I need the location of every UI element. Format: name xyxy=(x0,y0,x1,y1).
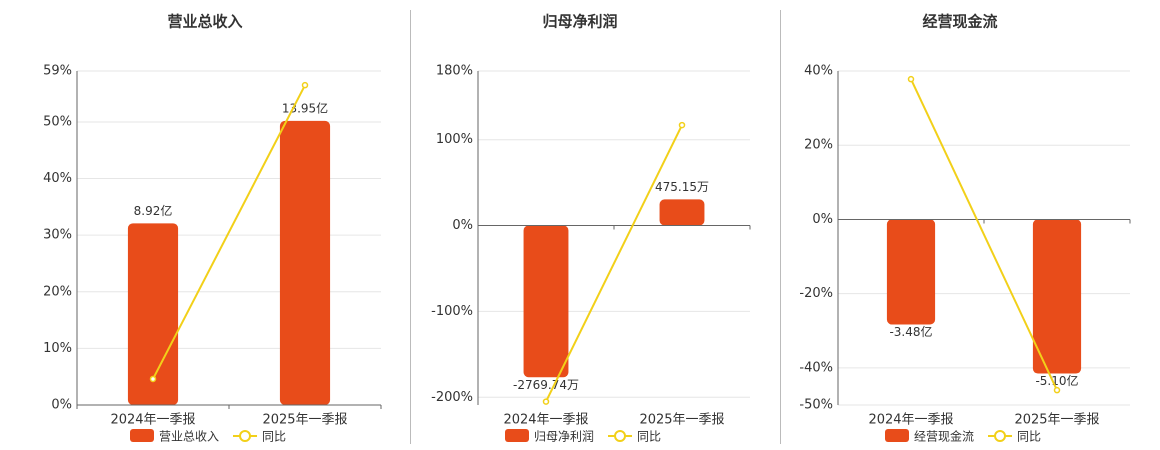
x-tick-label: 2024年一季报 xyxy=(503,413,588,428)
value-label: -3.48亿 xyxy=(889,324,932,339)
value-label: -5.10亿 xyxy=(1035,373,1078,388)
bar xyxy=(279,120,331,406)
y-tick-label: 20% xyxy=(804,138,833,153)
y-tick-label: 30% xyxy=(43,228,72,243)
x-tick-label: 2025年一季报 xyxy=(639,413,724,428)
legend-swatch xyxy=(614,430,627,442)
bar xyxy=(886,219,936,325)
legend-label: 同比 xyxy=(262,430,286,444)
y-tick-label: -20% xyxy=(799,286,833,301)
y-tick-label: 40% xyxy=(804,64,833,79)
bar xyxy=(127,223,179,405)
y-tick-label: 100% xyxy=(436,132,473,147)
bar xyxy=(523,225,569,378)
legend-label: 归母净利润 xyxy=(534,430,594,444)
y-tick-label: 59% xyxy=(43,64,72,79)
legend-label: 经营现金流 xyxy=(914,429,974,444)
bar xyxy=(659,199,705,226)
y-tick-label: 20% xyxy=(43,284,72,299)
chart-title: 归母净利润 xyxy=(542,13,617,31)
y-tick-label: 0% xyxy=(452,218,473,233)
legend-swatch xyxy=(239,430,252,442)
value-label: -2769.74万 xyxy=(513,378,579,392)
line-point xyxy=(542,398,550,405)
y-tick-label: 180% xyxy=(436,64,473,79)
line xyxy=(152,84,306,380)
y-tick-label: 0% xyxy=(51,398,72,413)
line-point xyxy=(1053,386,1061,394)
y-tick-label: -100% xyxy=(431,304,473,319)
value-label: 475.15万 xyxy=(655,180,709,194)
legend-swatch xyxy=(505,429,529,442)
legend-label: 营业总收入 xyxy=(159,430,219,444)
value-label: 13.95亿 xyxy=(282,100,328,115)
y-tick-label: 50% xyxy=(43,114,72,129)
y-tick-label: 40% xyxy=(43,171,72,186)
value-label: 8.92亿 xyxy=(134,203,173,218)
chart-title: 经营现金流 xyxy=(922,13,997,31)
legend-label: 同比 xyxy=(637,430,661,444)
line xyxy=(545,124,683,403)
y-tick-label: 10% xyxy=(43,341,72,356)
legend-label: 同比 xyxy=(1017,430,1041,444)
line-point xyxy=(149,375,157,383)
line-point xyxy=(301,81,309,89)
bar xyxy=(1032,219,1082,374)
y-tick-label: -200% xyxy=(431,390,473,405)
line-point xyxy=(678,121,686,129)
legend-swatch xyxy=(130,429,154,442)
legend-swatch xyxy=(994,430,1007,442)
y-tick-label: -40% xyxy=(799,360,833,375)
line xyxy=(910,78,1058,391)
line-point xyxy=(907,75,915,83)
chart-title: 营业总收入 xyxy=(167,13,242,31)
x-tick-label: 2024年一季报 xyxy=(868,413,953,428)
x-tick-label: 2025年一季报 xyxy=(1014,413,1099,428)
y-tick-label: 0% xyxy=(812,212,833,227)
legend-swatch xyxy=(885,429,909,442)
y-tick-label: -50% xyxy=(799,398,833,413)
x-tick-label: 2025年一季报 xyxy=(262,413,347,428)
x-tick-label: 2024年一季报 xyxy=(110,413,195,428)
